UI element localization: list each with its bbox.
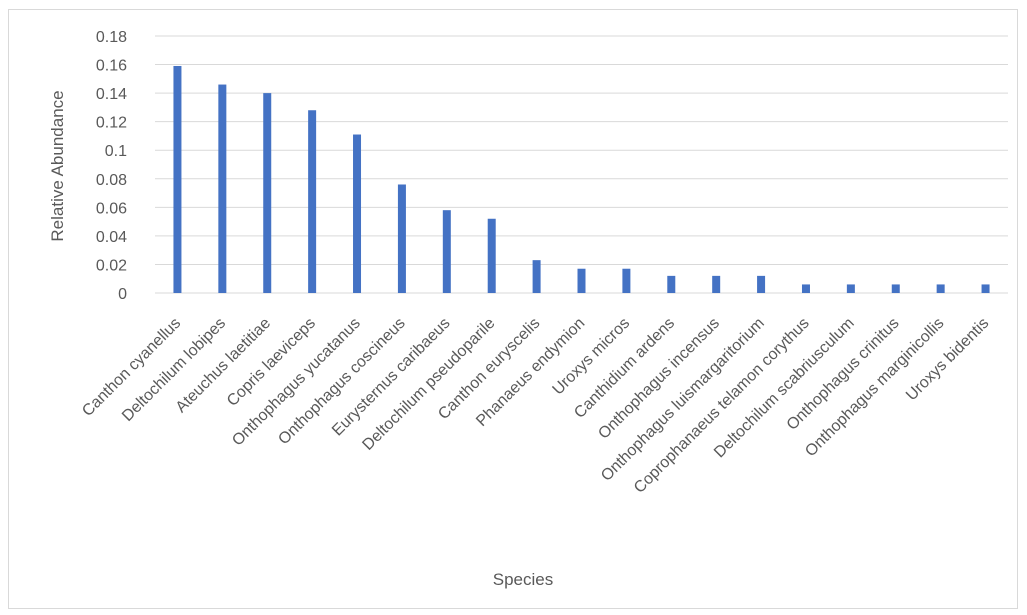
bar (936, 284, 945, 293)
y-tick-label: 0.16 (96, 58, 127, 75)
bar (173, 65, 182, 293)
bar (532, 260, 541, 293)
y-tick-label: 0.12 (96, 115, 127, 132)
bar (308, 110, 317, 293)
y-axis-tick-labels: 0 0.02 0.04 0.06 0.08 0.1 0.12 0.14 0.16 0.18 (96, 29, 127, 303)
y-axis-title: Relative Abundance (48, 90, 67, 241)
y-tick-label: 0.06 (96, 200, 127, 217)
bar (757, 275, 766, 293)
bar (487, 218, 496, 293)
bar (397, 184, 406, 293)
bar (263, 93, 272, 293)
y-tick-label: 0.18 (96, 29, 127, 46)
bar (891, 284, 900, 293)
bar (712, 275, 721, 293)
y-tick-label: 0.08 (96, 172, 127, 189)
bar (667, 275, 676, 293)
bar (577, 268, 586, 293)
bar (846, 284, 855, 293)
gridlines (155, 35, 1008, 294)
x-tick-label: Onthophagus luismargaritorium (598, 315, 768, 485)
y-tick-label: 0.14 (96, 86, 127, 103)
y-tick-label: 0 (118, 286, 127, 303)
y-tick-label: 0.02 (96, 257, 127, 274)
bar (622, 268, 631, 293)
x-tick-label: Uroxys micros (550, 315, 634, 399)
y-tick-label: 0.04 (96, 229, 127, 246)
bar (981, 284, 990, 293)
bar (442, 210, 451, 293)
x-tick-label: Uroxys bidentis (903, 315, 992, 404)
bar (218, 84, 227, 294)
bars (173, 65, 990, 294)
bar (801, 284, 810, 293)
bar (353, 134, 362, 293)
y-tick-label: 0.1 (105, 143, 127, 160)
x-axis-title: Species (493, 570, 553, 589)
